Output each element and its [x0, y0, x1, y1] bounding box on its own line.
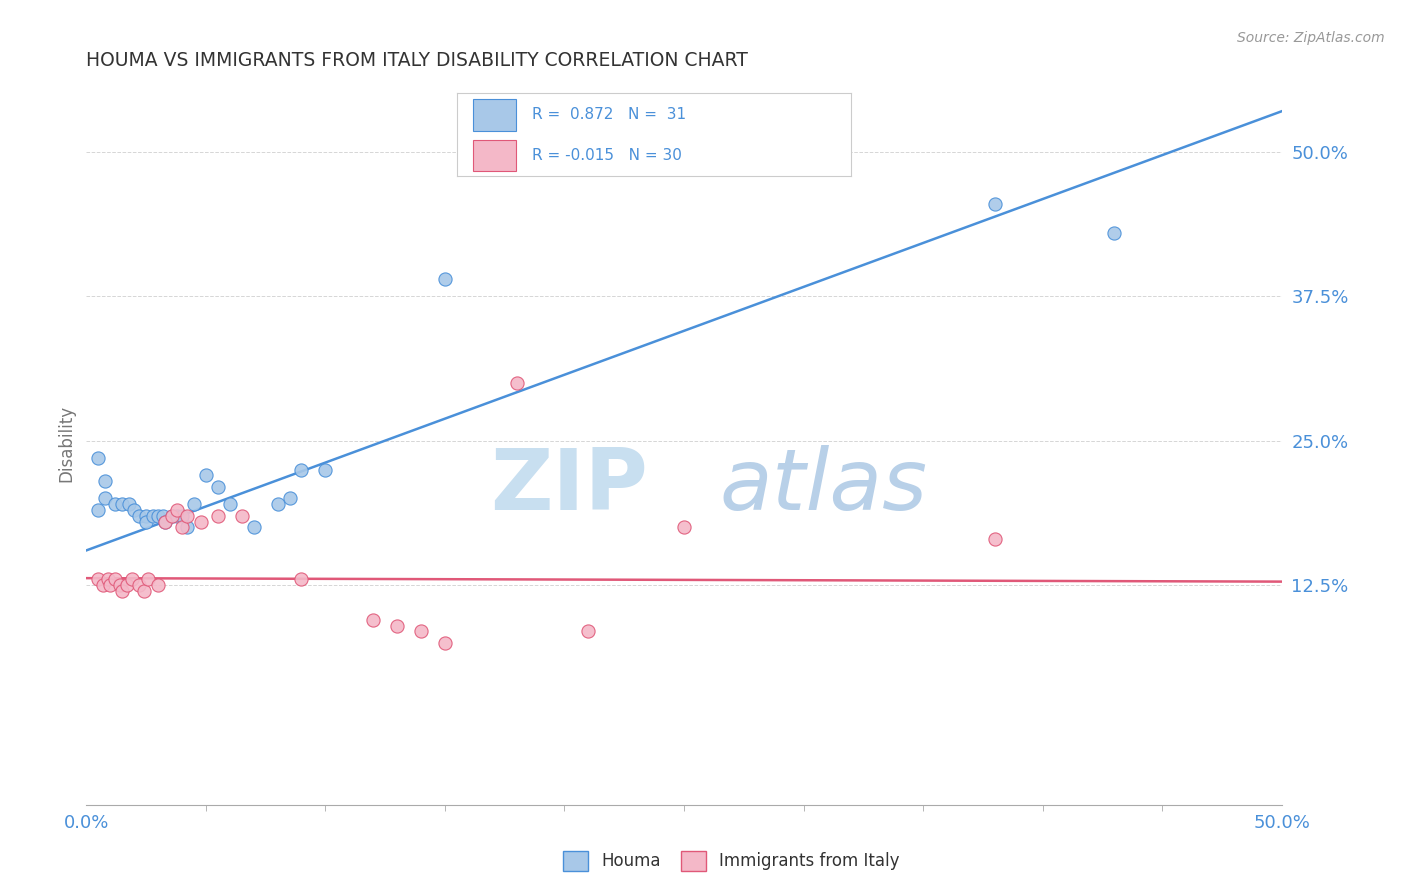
Point: [361, 613, 384, 627]
Point: [87, 503, 110, 517]
Point: [121, 572, 143, 586]
Point: [672, 520, 695, 534]
Point: [146, 508, 169, 523]
Point: [176, 520, 198, 534]
Point: [111, 583, 134, 598]
Point: [104, 572, 127, 586]
Point: [190, 515, 212, 529]
Point: [433, 272, 456, 286]
Text: Source: ZipAtlas.com: Source: ZipAtlas.com: [1237, 31, 1385, 45]
Point: [98, 578, 121, 592]
Point: [170, 508, 193, 523]
Point: [505, 376, 527, 390]
Point: [984, 532, 1007, 546]
Point: [132, 583, 155, 598]
Point: [97, 572, 120, 586]
Point: [576, 624, 599, 639]
Point: [194, 468, 217, 483]
Point: [153, 515, 176, 529]
Point: [152, 508, 174, 523]
Point: [91, 578, 114, 592]
Point: [166, 503, 188, 517]
Text: atlas: atlas: [720, 445, 928, 528]
Point: [162, 508, 184, 523]
Point: [142, 508, 165, 523]
Point: [1104, 226, 1126, 240]
Point: [314, 462, 336, 476]
Point: [433, 636, 456, 650]
Point: [122, 503, 145, 517]
Point: [231, 508, 253, 523]
Point: [94, 474, 117, 488]
Point: [278, 491, 301, 506]
Point: [170, 520, 193, 534]
Point: [87, 572, 110, 586]
Point: [290, 572, 312, 586]
Point: [166, 508, 188, 523]
Legend: Houma, Immigrants from Italy: Houma, Immigrants from Italy: [554, 842, 908, 880]
Point: [290, 462, 312, 476]
Point: [153, 515, 176, 529]
Point: [183, 497, 205, 511]
Point: [266, 497, 288, 511]
Point: [207, 508, 229, 523]
Point: [118, 497, 141, 511]
Point: [138, 572, 160, 586]
Point: [128, 578, 150, 592]
Point: [94, 491, 117, 506]
Text: HOUMA VS IMMIGRANTS FROM ITALY DISABILITY CORRELATION CHART: HOUMA VS IMMIGRANTS FROM ITALY DISABILIT…: [86, 51, 748, 70]
Point: [111, 497, 134, 511]
Point: [385, 618, 408, 632]
Point: [146, 578, 169, 592]
Point: [218, 497, 240, 511]
Point: [984, 196, 1007, 211]
Text: ZIP: ZIP: [491, 445, 648, 528]
Point: [128, 508, 150, 523]
Point: [87, 450, 110, 465]
Point: [162, 508, 184, 523]
Point: [207, 480, 229, 494]
Point: [409, 624, 432, 639]
Point: [115, 578, 138, 592]
Point: [135, 515, 157, 529]
Point: [242, 520, 264, 534]
Point: [176, 508, 198, 523]
Y-axis label: Disability: Disability: [58, 405, 75, 482]
Point: [108, 578, 131, 592]
Point: [135, 508, 157, 523]
Point: [104, 497, 127, 511]
